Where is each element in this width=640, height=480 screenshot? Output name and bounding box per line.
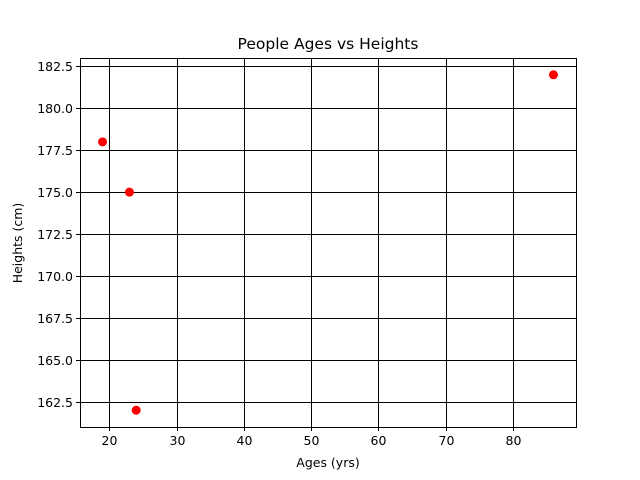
y-tick-label: 182.5 [37,59,73,74]
chart-title: People Ages vs Heights [238,35,419,53]
y-tick-label: 162.5 [37,395,73,410]
x-tick-label: 40 [237,433,253,448]
y-tick-label: 172.5 [37,227,73,242]
y-tick-label: 180.0 [37,101,73,116]
y-tick-label: 165.0 [37,353,73,368]
x-tick-label: 60 [371,433,387,448]
grid [80,58,576,427]
x-tick-label: 50 [304,433,320,448]
data-points [98,70,558,415]
x-axis: 20 30 40 50 60 70 80 [102,427,522,448]
x-tick-label: 20 [102,433,118,448]
y-tick-label: 175.0 [37,185,73,200]
x-tick-label: 80 [506,433,522,448]
y-tick-label: 167.5 [37,311,73,326]
data-point [548,70,558,80]
data-point [98,137,108,147]
y-axis: 162.5 165.0 167.5 170.0 172.5 175.0 177.5 180.0… [37,59,80,410]
plot-frame [80,58,577,428]
y-tick-label: 170.0 [37,269,73,284]
y-tick-label: 177.5 [37,143,73,158]
data-point [124,187,134,197]
x-tick-label: 30 [170,433,186,448]
x-axis-label: Ages (yrs) [296,455,359,470]
x-tick-label: 70 [439,433,455,448]
y-axis-label: Heights (cm) [10,203,25,284]
data-point [131,405,141,415]
